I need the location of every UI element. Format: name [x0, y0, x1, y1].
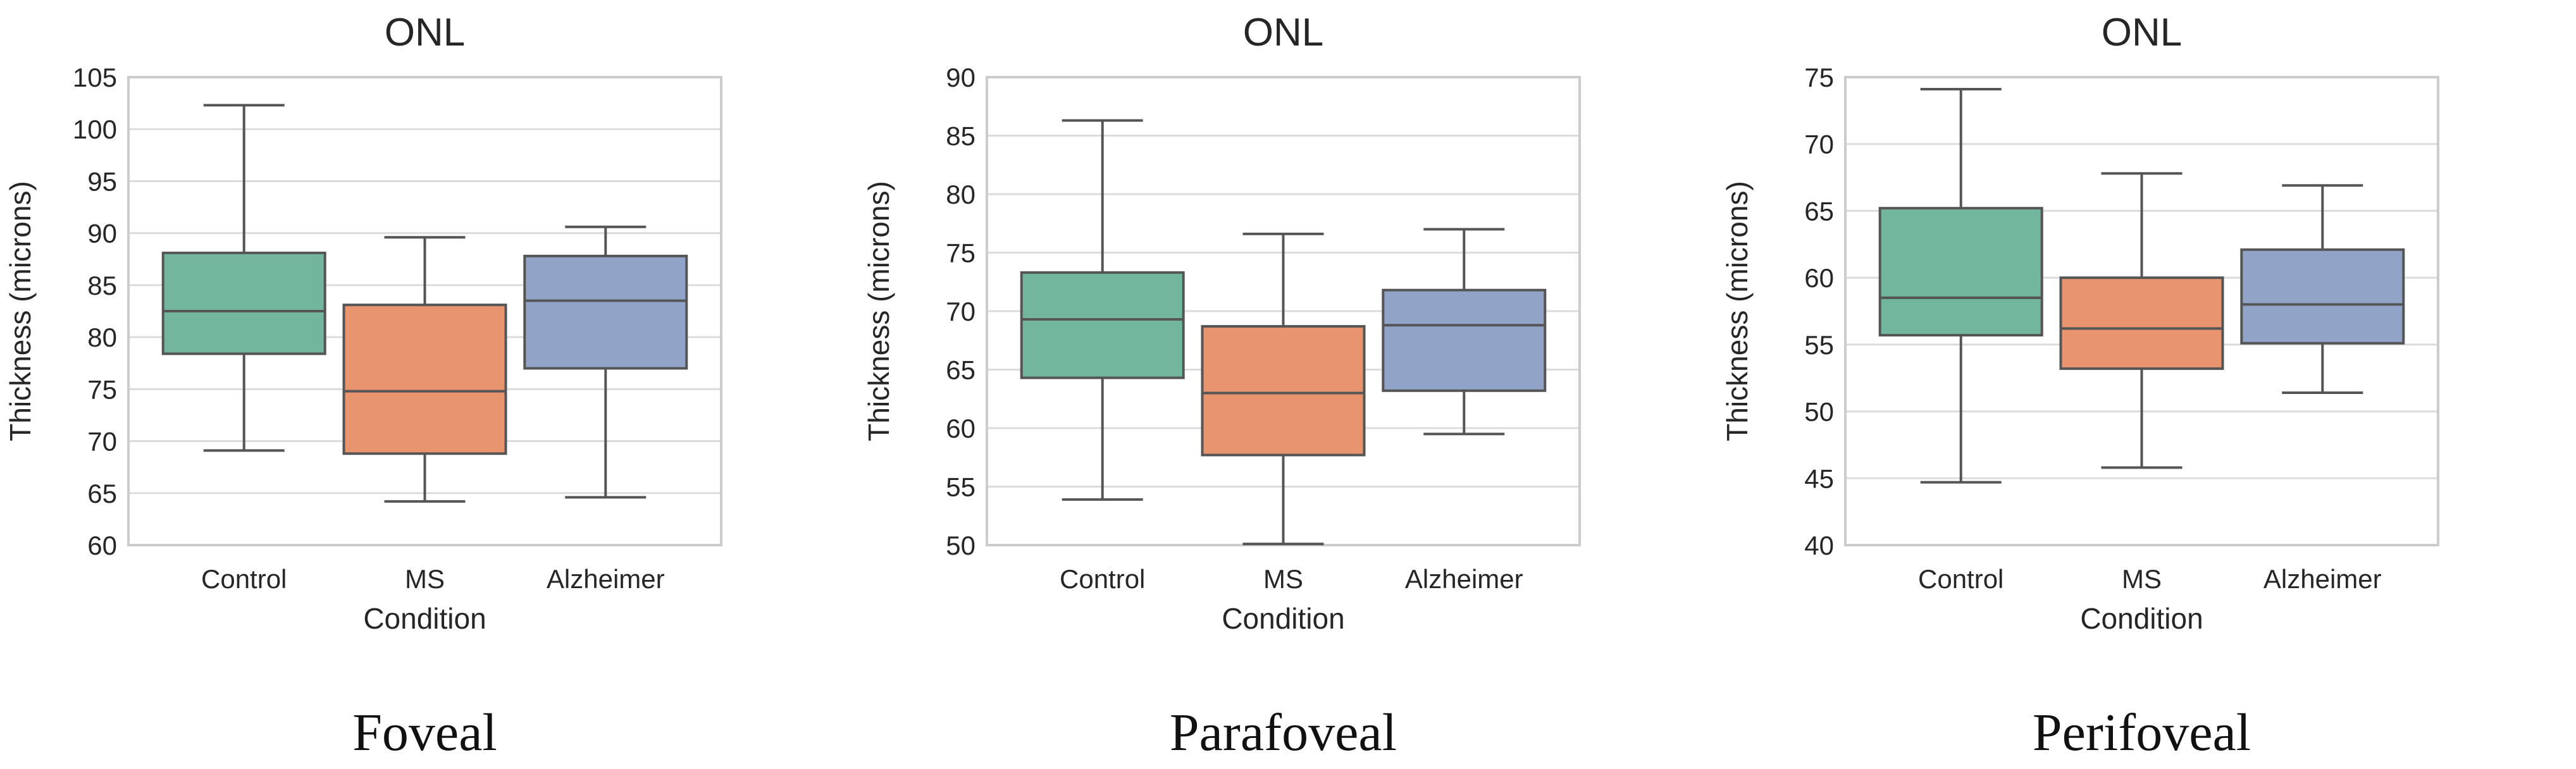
y-tick-label: 60	[87, 531, 117, 560]
y-axis-label: Thickness (microns)	[862, 181, 895, 441]
box-ms	[1201, 232, 1366, 546]
chart-title: ONL	[1243, 11, 1323, 54]
y-tick-label: 45	[1804, 464, 1834, 493]
box-control	[161, 104, 326, 452]
y-tick-label: 65	[87, 479, 117, 508]
iqr-box	[2059, 276, 2224, 370]
iqr-box	[1201, 325, 1366, 457]
x-tick-label: MS	[1263, 564, 1303, 594]
x-axis-label: Condition	[363, 602, 486, 635]
box-control	[1878, 88, 2043, 484]
y-tick-label: 95	[87, 166, 117, 196]
y-axis-label: Thickness (microns)	[1721, 181, 1754, 441]
box-alzheimer	[2240, 184, 2405, 394]
chart-panel-2: 50 55 60 65 70 75 80 85 90 Control MS Alzheimer ONL C…	[862, 11, 1581, 762]
y-tick-label: 50	[946, 531, 975, 560]
y-tick-label: 65	[946, 355, 975, 385]
x-tick-label: MS	[405, 564, 445, 594]
chart-title: ONL	[385, 11, 465, 54]
y-tick-label: 60	[1804, 263, 1834, 293]
x-tick-label: Alzheimer	[1405, 564, 1523, 594]
iqr-box	[1020, 271, 1185, 379]
box-alzheimer	[1382, 228, 1547, 436]
y-tick-label: 65	[1804, 196, 1834, 226]
y-tick-label: 55	[946, 472, 975, 502]
iqr-box	[1878, 207, 2043, 337]
iqr-box	[1382, 288, 1547, 392]
y-tick-label: 75	[87, 374, 117, 404]
chart-panel-1: 60 65 70 75 80 85 90 95 100 105 Control MS Alzheimer…	[4, 11, 722, 762]
plot-frame	[1844, 76, 2439, 546]
y-tick-label: 70	[87, 427, 117, 457]
y-tick-label: 105	[73, 63, 117, 92]
iqr-box	[2240, 248, 2405, 345]
box-ms	[2059, 172, 2224, 469]
y-tick-label: 85	[87, 271, 117, 300]
x-tick-label: MS	[2122, 564, 2162, 594]
y-tick-label: 70	[1804, 130, 1834, 159]
chart-title: ONL	[2102, 11, 2182, 54]
x-axis-label: Condition	[2080, 602, 2203, 635]
iqr-box	[523, 254, 688, 370]
y-tick-label: 75	[1804, 63, 1834, 92]
y-tick-label: 85	[946, 121, 975, 151]
plot-frame	[127, 76, 722, 546]
chart-panel-3: 40 45 50 55 60 65 70 75 Control MS Alzheimer ONL Con…	[1721, 11, 2439, 762]
x-tick-label: Control	[201, 564, 287, 594]
y-tick-label: 50	[1804, 397, 1834, 427]
y-tick-label: 70	[946, 297, 975, 326]
box-ms	[342, 236, 507, 503]
y-tick-label: 80	[946, 180, 975, 209]
y-tick-label: 80	[87, 323, 117, 352]
y-tick-label: 40	[1804, 531, 1834, 560]
x-tick-label: Control	[1060, 564, 1145, 594]
panel-caption: Parafoveal	[1170, 703, 1397, 762]
panel-caption: Perifoveal	[2033, 703, 2251, 762]
y-tick-label: 90	[87, 219, 117, 249]
y-tick-label: 55	[1804, 330, 1834, 360]
y-axis-label: Thickness (microns)	[4, 181, 37, 441]
x-tick-label: Alzheimer	[2263, 564, 2382, 594]
panel-caption: Foveal	[352, 703, 497, 762]
y-tick-label: 75	[946, 238, 975, 268]
y-tick-label: 60	[946, 414, 975, 443]
y-tick-label: 100	[73, 114, 117, 144]
x-tick-label: Alzheimer	[547, 564, 665, 594]
box-alzheimer	[523, 225, 688, 499]
iqr-box	[161, 251, 326, 355]
iqr-box	[342, 304, 507, 455]
y-tick-label: 90	[946, 63, 975, 92]
box-control	[1020, 119, 1185, 501]
x-tick-label: Control	[1918, 564, 2003, 594]
x-axis-label: Condition	[1222, 602, 1344, 635]
